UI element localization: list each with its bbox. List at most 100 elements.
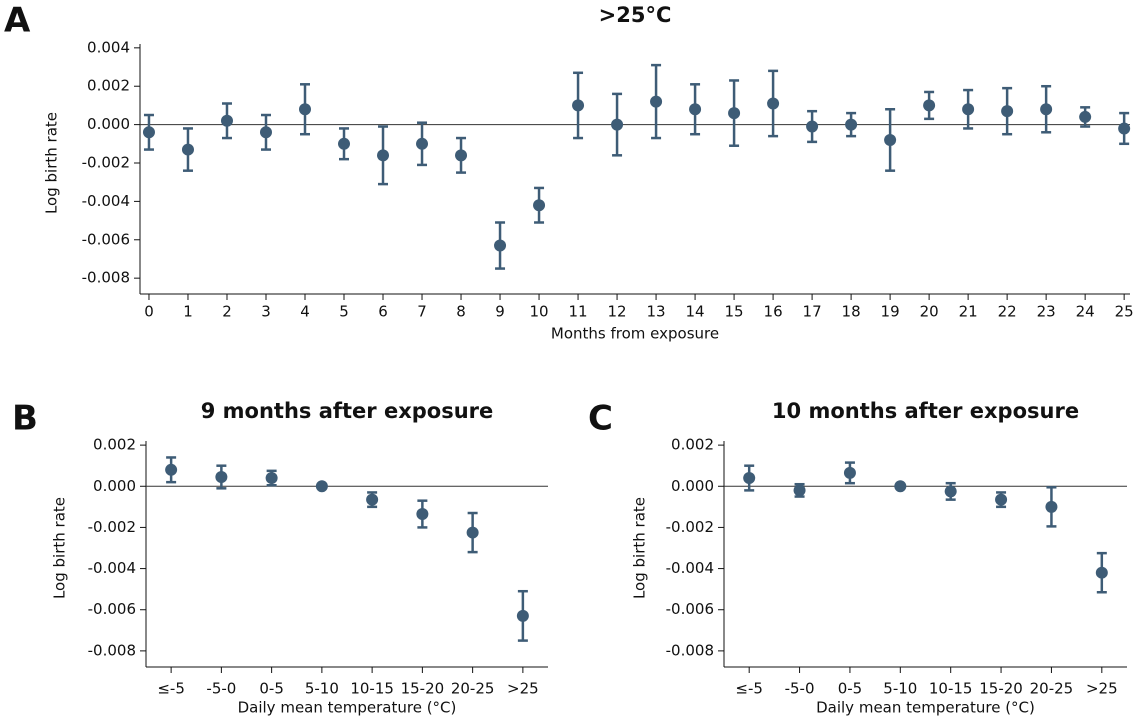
point	[215, 471, 228, 484]
x-tick-label: 15-20	[401, 680, 445, 698]
y-tick-label: -0.008	[82, 269, 130, 287]
x-tick-label: 17	[803, 303, 822, 321]
point	[299, 103, 311, 116]
x-tick-label: 0-5	[838, 680, 863, 698]
panel-label: C	[588, 399, 613, 439]
x-axis-label: Months from exposure	[551, 325, 719, 343]
x-tick-label: ≤-5	[157, 680, 185, 698]
x-tick-label: 22	[998, 303, 1017, 321]
x-tick-label: >25	[507, 680, 539, 698]
x-tick-label: 20-25	[1030, 680, 1074, 698]
point	[923, 99, 936, 112]
x-axis-label: Daily mean temperature (°C)	[816, 699, 1035, 717]
point	[743, 472, 756, 485]
point	[516, 609, 529, 622]
x-tick-label: 2	[222, 303, 232, 321]
x-tick-label: 10-15	[350, 680, 394, 698]
x-tick-label: 24	[1076, 303, 1095, 321]
y-tick-label: 0.000	[87, 115, 130, 133]
x-tick-label: 12	[608, 303, 627, 321]
y-axis-label: Log birth rate	[51, 497, 69, 599]
x-tick-label: 20-25	[451, 680, 495, 698]
x-tick-label: 19	[881, 303, 900, 321]
y-tick-label: -0.002	[666, 518, 714, 536]
point	[181, 143, 194, 156]
y-tick-label: 0.002	[93, 436, 136, 454]
point	[265, 472, 278, 485]
point	[533, 199, 546, 212]
point	[845, 118, 858, 131]
point	[962, 103, 975, 116]
y-tick-label: -0.004	[82, 192, 130, 210]
x-tick-label: 5-10	[305, 680, 339, 698]
point	[767, 97, 780, 110]
x-tick-label: 8	[456, 303, 466, 321]
x-tick-label: 5	[339, 303, 349, 321]
point	[416, 137, 429, 150]
chart-title: 9 months after exposure	[201, 399, 494, 423]
point	[455, 149, 468, 162]
y-tick-label: -0.002	[82, 154, 130, 172]
point	[1001, 105, 1014, 118]
x-tick-label: 25	[1115, 303, 1133, 321]
x-tick-label: -5-0	[785, 680, 815, 698]
x-tick-label: 23	[1037, 303, 1056, 321]
point	[416, 508, 429, 521]
point	[806, 120, 819, 133]
point	[1045, 500, 1058, 513]
point	[650, 95, 663, 108]
x-tick-label: 5-10	[883, 680, 917, 698]
y-tick-label: -0.008	[666, 641, 714, 659]
point	[689, 103, 702, 116]
x-tick-label: 11	[569, 303, 588, 321]
x-tick-label: 16	[764, 303, 783, 321]
point	[995, 493, 1008, 506]
point	[1079, 110, 1092, 123]
x-tick-label: 7	[417, 303, 427, 321]
x-axis-label: Daily mean temperature (°C)	[238, 699, 457, 717]
x-tick-label: 15-20	[979, 680, 1023, 698]
x-tick-label: 9	[495, 303, 505, 321]
point	[894, 480, 907, 493]
point	[944, 485, 957, 498]
x-tick-label: ≤-5	[735, 680, 763, 698]
x-tick-label: 18	[842, 303, 861, 321]
chart-title: >25°C	[599, 3, 672, 27]
point	[338, 137, 351, 150]
point	[1118, 122, 1131, 135]
x-tick-label: 10-15	[929, 680, 973, 698]
point	[366, 493, 379, 506]
y-tick-label: -0.004	[666, 559, 714, 577]
point	[572, 99, 585, 112]
y-axis-label: Log birth rate	[631, 497, 649, 599]
point	[494, 239, 507, 252]
point	[466, 526, 479, 539]
chart-title: 10 months after exposure	[772, 399, 1079, 423]
x-tick-label: 1	[183, 303, 193, 321]
x-tick-label: 15	[725, 303, 744, 321]
x-tick-label: 4	[300, 303, 310, 321]
y-tick-label: 0.002	[671, 436, 714, 454]
y-tick-label: -0.004	[88, 559, 136, 577]
point	[165, 463, 178, 476]
y-tick-label: 0.000	[93, 477, 136, 495]
point	[377, 149, 390, 162]
x-tick-label: 3	[261, 303, 271, 321]
point	[884, 133, 897, 146]
x-tick-label: 6	[378, 303, 388, 321]
point	[843, 466, 856, 479]
x-tick-label: 0-5	[259, 680, 284, 698]
point	[1040, 103, 1053, 116]
point	[142, 126, 155, 139]
y-tick-label: -0.006	[88, 600, 136, 618]
panel-label: B	[12, 399, 38, 439]
y-tick-label: -0.002	[88, 518, 136, 536]
y-tick-label: -0.006	[666, 600, 714, 618]
x-tick-label: >25	[1086, 680, 1118, 698]
x-tick-label: 10	[529, 303, 548, 321]
y-tick-label: -0.006	[82, 230, 130, 248]
x-tick-label: 0	[144, 303, 154, 321]
x-tick-label: 21	[959, 303, 978, 321]
